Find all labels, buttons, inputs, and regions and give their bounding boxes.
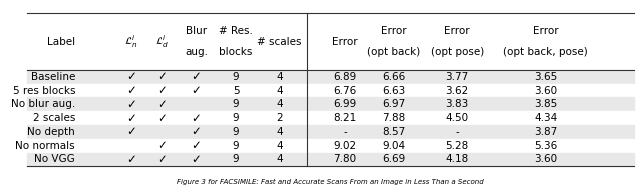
Text: 4.18: 4.18 [445, 154, 469, 164]
Text: 7.80: 7.80 [333, 154, 356, 164]
Text: ✓: ✓ [126, 98, 136, 111]
Text: 9: 9 [233, 72, 239, 82]
Text: 3.85: 3.85 [534, 99, 557, 109]
Text: ✓: ✓ [126, 112, 136, 125]
Text: aug.: aug. [185, 47, 208, 57]
Text: Baseline: Baseline [31, 72, 75, 82]
Text: ✓: ✓ [157, 84, 167, 97]
Text: 6.76: 6.76 [333, 86, 356, 96]
Text: 3.60: 3.60 [534, 86, 557, 96]
Text: ✓: ✓ [126, 153, 136, 166]
Text: ✓: ✓ [126, 125, 136, 138]
Text: 9: 9 [233, 141, 239, 151]
Text: ✓: ✓ [191, 112, 202, 125]
Text: ✓: ✓ [157, 70, 167, 83]
Text: 4.50: 4.50 [445, 113, 469, 123]
Text: ✓: ✓ [126, 70, 136, 83]
Text: ✓: ✓ [191, 125, 202, 138]
Text: 2: 2 [276, 113, 283, 123]
Text: No normals: No normals [15, 141, 75, 151]
Text: 5.28: 5.28 [445, 141, 469, 151]
Text: ✓: ✓ [157, 139, 167, 152]
Text: 6.99: 6.99 [333, 99, 356, 109]
Text: ✓: ✓ [191, 84, 202, 97]
Text: 9: 9 [233, 99, 239, 109]
Text: 4: 4 [276, 127, 283, 137]
Text: 3.87: 3.87 [534, 127, 557, 137]
Bar [27, 84, 634, 98]
Text: ✓: ✓ [157, 112, 167, 125]
Text: Error: Error [533, 26, 559, 36]
Text: 9: 9 [233, 127, 239, 137]
Text: 4: 4 [276, 72, 283, 82]
Text: 8.57: 8.57 [382, 127, 405, 137]
Text: 3.83: 3.83 [445, 99, 469, 109]
Bar [27, 98, 634, 111]
Text: 3.77: 3.77 [445, 72, 469, 82]
Text: 5 res blocks: 5 res blocks [13, 86, 75, 96]
Text: 3.60: 3.60 [534, 154, 557, 164]
Bar [27, 125, 634, 139]
Text: 6.69: 6.69 [382, 154, 405, 164]
Bar [27, 153, 634, 166]
Text: Figure 3 for FACSIMILE: Fast and Accurate Scans From an Image in Less Than a Sec: Figure 3 for FACSIMILE: Fast and Accurat… [177, 179, 484, 185]
Text: $\mathcal{L}_n^i$: $\mathcal{L}_n^i$ [124, 33, 138, 50]
Text: 8.21: 8.21 [333, 113, 356, 123]
Text: 5.36: 5.36 [534, 141, 557, 151]
Text: 3.65: 3.65 [534, 72, 557, 82]
Text: 4: 4 [276, 141, 283, 151]
Text: 9.04: 9.04 [382, 141, 405, 151]
Text: 9: 9 [233, 154, 239, 164]
Text: Error: Error [444, 26, 470, 36]
Text: ✓: ✓ [191, 153, 202, 166]
Bar [27, 111, 634, 125]
Text: 4.34: 4.34 [534, 113, 557, 123]
Bar [27, 70, 634, 84]
Text: 6.63: 6.63 [382, 86, 405, 96]
Text: 4: 4 [276, 154, 283, 164]
Text: -: - [456, 127, 459, 137]
Text: Label: Label [47, 37, 75, 46]
Text: Blur: Blur [186, 26, 207, 36]
Text: -: - [343, 127, 347, 137]
Text: (opt back, pose): (opt back, pose) [504, 47, 588, 57]
Text: ✓: ✓ [157, 153, 167, 166]
Text: # Res.: # Res. [220, 26, 253, 36]
Text: 7.88: 7.88 [382, 113, 405, 123]
Text: 5: 5 [233, 86, 239, 96]
Text: No blur aug.: No blur aug. [11, 99, 75, 109]
Text: Error: Error [332, 37, 358, 46]
Text: ✓: ✓ [157, 98, 167, 111]
Text: ✓: ✓ [191, 139, 202, 152]
Text: 6.66: 6.66 [382, 72, 405, 82]
Text: 2 scales: 2 scales [33, 113, 75, 123]
Text: 9.02: 9.02 [333, 141, 356, 151]
Text: 4: 4 [276, 86, 283, 96]
Text: $\mathcal{L}_d^i$: $\mathcal{L}_d^i$ [155, 33, 169, 50]
Text: (opt back): (opt back) [367, 47, 420, 57]
Text: # scales: # scales [257, 37, 302, 46]
Text: Error: Error [381, 26, 406, 36]
Text: No depth: No depth [28, 127, 75, 137]
Text: No VGG: No VGG [35, 154, 75, 164]
Text: 6.89: 6.89 [333, 72, 356, 82]
Text: blocks: blocks [220, 47, 253, 57]
Text: ✓: ✓ [126, 84, 136, 97]
Text: 4: 4 [276, 99, 283, 109]
Bar [27, 139, 634, 153]
Text: ✓: ✓ [191, 70, 202, 83]
Text: 3.62: 3.62 [445, 86, 469, 96]
Text: 9: 9 [233, 113, 239, 123]
Text: 6.97: 6.97 [382, 99, 405, 109]
Text: (opt pose): (opt pose) [431, 47, 484, 57]
